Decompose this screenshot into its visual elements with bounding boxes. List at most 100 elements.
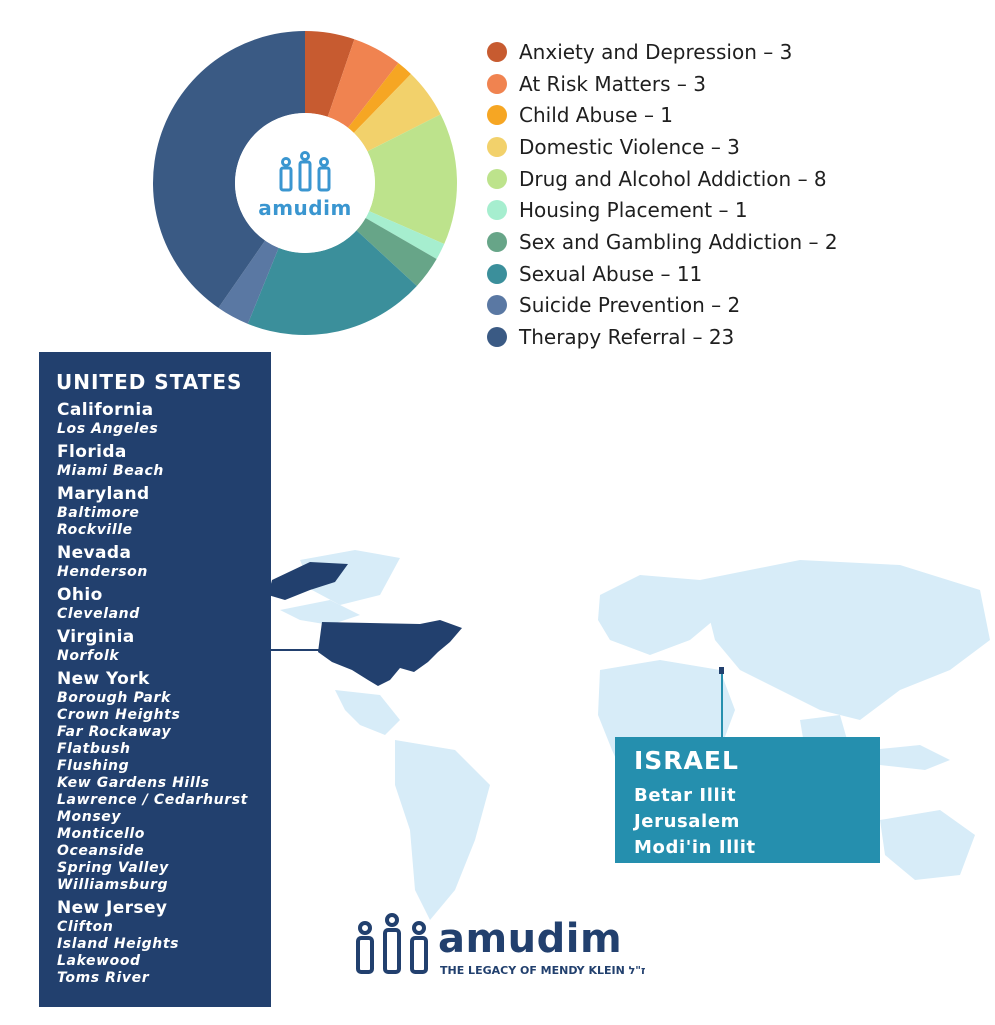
united-states-panel: UNITED STATES California Los Angeles Flori… (39, 352, 271, 1007)
donut-slice-at-risk-matters (327, 39, 399, 128)
legend-swatch (487, 231, 507, 252)
city-name: Norfolk (57, 648, 120, 664)
donut-slice-domestic-violence (353, 74, 441, 152)
state-group: Nevada Henderson (56, 543, 271, 581)
bottom-logo-word: amudim (438, 916, 623, 962)
legend-swatch (487, 41, 507, 62)
city-name: Los Angeles (57, 421, 159, 437)
city-name: Kew Gardens Hills (57, 775, 210, 791)
usa-shape (318, 620, 462, 686)
legend-item: Domestic Violence – 3 (487, 131, 838, 163)
legend-label: Child Abuse – 1 (519, 103, 674, 128)
city-name: Oceanside (57, 843, 145, 859)
donut-slice-sex-and-gambling-addiction (356, 218, 437, 286)
donut-slice-anxiety-and-depression (305, 31, 355, 117)
legend-item: Therapy Referral – 23 (487, 321, 838, 353)
legend-item: Sex and Gambling Addiction – 2 (487, 226, 838, 258)
state-name: New Jersey (57, 898, 168, 918)
israel-city-name: Betar Illit (634, 785, 737, 806)
city-name: Crown Heights (57, 707, 181, 723)
city-name: Clifton (57, 919, 114, 935)
donut-slice-suicide-prevention (218, 240, 279, 324)
state-group: New York Borough Park Crown Heights Far Roc… (56, 669, 271, 894)
donut-chart (153, 31, 458, 336)
state-name: Maryland (57, 484, 150, 504)
legend-item: Anxiety and Depression – 3 (487, 36, 838, 68)
us-panel-title: UNITED STATES (56, 370, 243, 394)
city-name: Far Rockaway (57, 724, 172, 740)
us-states-list: California Los Angeles Florida Miami Beach M… (56, 400, 271, 987)
bottom-logo: amudim THE LEGACY OF MENDY KLEIN ז"ל (352, 912, 652, 984)
chart-legend: Anxiety and Depression – 3 At Risk Matter… (487, 36, 838, 353)
legend-swatch (487, 136, 507, 157)
legend-item: Housing Placement – 1 (487, 194, 838, 226)
donut-slice-therapy-referral (153, 31, 305, 308)
center-logo-word: amudim (258, 196, 352, 220)
three-pillars-icon (356, 913, 428, 974)
legend-label: At Risk Matters – 3 (519, 71, 706, 96)
city-name: Monticello (57, 826, 146, 842)
alaska-shape (268, 562, 348, 600)
israel-city-name: Jerusalem (634, 811, 740, 832)
legend-label: Drug and Alcohol Addiction – 8 (519, 166, 827, 191)
city-name: Lakewood (57, 953, 141, 969)
israel-marker (719, 667, 724, 674)
three-pillars-icon (279, 151, 331, 192)
legend-swatch (487, 295, 507, 316)
city-name: Island Heights (57, 936, 180, 952)
city-name: Borough Park (57, 690, 171, 706)
city-name: Baltimore (57, 505, 140, 521)
israel-panel-title: ISRAEL (634, 746, 739, 775)
city-name: Monsey (57, 809, 122, 825)
city-name: Cleveland (57, 606, 140, 622)
legend-label: Sexual Abuse – 11 (519, 261, 703, 286)
legend-label: Housing Placement – 1 (519, 198, 748, 223)
legend-swatch (487, 105, 507, 126)
donut-slice-housing-placement (365, 211, 445, 259)
legend-swatch (487, 73, 507, 94)
city-name: Miami Beach (57, 463, 164, 479)
legend-swatch (487, 327, 507, 348)
legend-label: Domestic Violence – 3 (519, 134, 740, 159)
center-logo: amudim (235, 115, 375, 255)
state-group: Ohio Cleveland (56, 585, 271, 623)
donut-slice-sexual-abuse (247, 230, 417, 336)
legend-swatch (487, 263, 507, 284)
city-name: Rockville (57, 522, 133, 538)
legend-item: Sexual Abuse – 11 (487, 258, 838, 290)
legend-swatch (487, 168, 507, 189)
bottom-logo-tagline: THE LEGACY OF MENDY KLEIN ז"ל (440, 964, 646, 977)
city-name: Lawrence / Cedarhurst (57, 792, 248, 808)
state-group: New Jersey Clifton Island Heights Lakewood T… (56, 898, 271, 987)
israel-cities-list: Betar Illit Jerusalem Modi'in Illit (634, 783, 880, 861)
donut-slice-child-abuse (347, 63, 411, 133)
state-name: Virginia (57, 627, 135, 647)
israel-panel: ISRAEL Betar Illit Jerusalem Modi'in Illit (615, 737, 880, 863)
legend-label: Anxiety and Depression – 3 (519, 39, 793, 64)
legend-label: Sex and Gambling Addiction – 2 (519, 229, 838, 254)
world-landmass (280, 550, 990, 920)
legend-item: Suicide Prevention – 2 (487, 290, 838, 322)
state-name: California (57, 400, 154, 420)
legend-label: Therapy Referral – 23 (519, 325, 735, 350)
state-name: Nevada (57, 543, 132, 563)
city-name: Williamsburg (57, 877, 169, 893)
city-name: Henderson (57, 564, 148, 580)
state-name: New York (57, 669, 150, 689)
state-group: California Los Angeles (56, 400, 271, 438)
legend-item: Drug and Alcohol Addiction – 8 (487, 163, 838, 195)
donut-hole (235, 113, 375, 253)
state-group: Virginia Norfolk (56, 627, 271, 665)
city-name: Spring Valley (57, 860, 169, 876)
legend-item: Child Abuse – 1 (487, 99, 838, 131)
state-name: Florida (57, 442, 127, 462)
state-group: Maryland Baltimore Rockville (56, 484, 271, 539)
city-name: Flatbush (57, 741, 131, 757)
donut-slice-drug-and-alcohol-addiction (367, 114, 458, 245)
city-name: Toms River (57, 970, 150, 986)
legend-swatch (487, 200, 507, 221)
legend-label: Suicide Prevention – 2 (519, 293, 741, 318)
city-name: Flushing (57, 758, 130, 774)
state-group: Florida Miami Beach (56, 442, 271, 480)
israel-city-name: Modi'in Illit (634, 837, 756, 858)
